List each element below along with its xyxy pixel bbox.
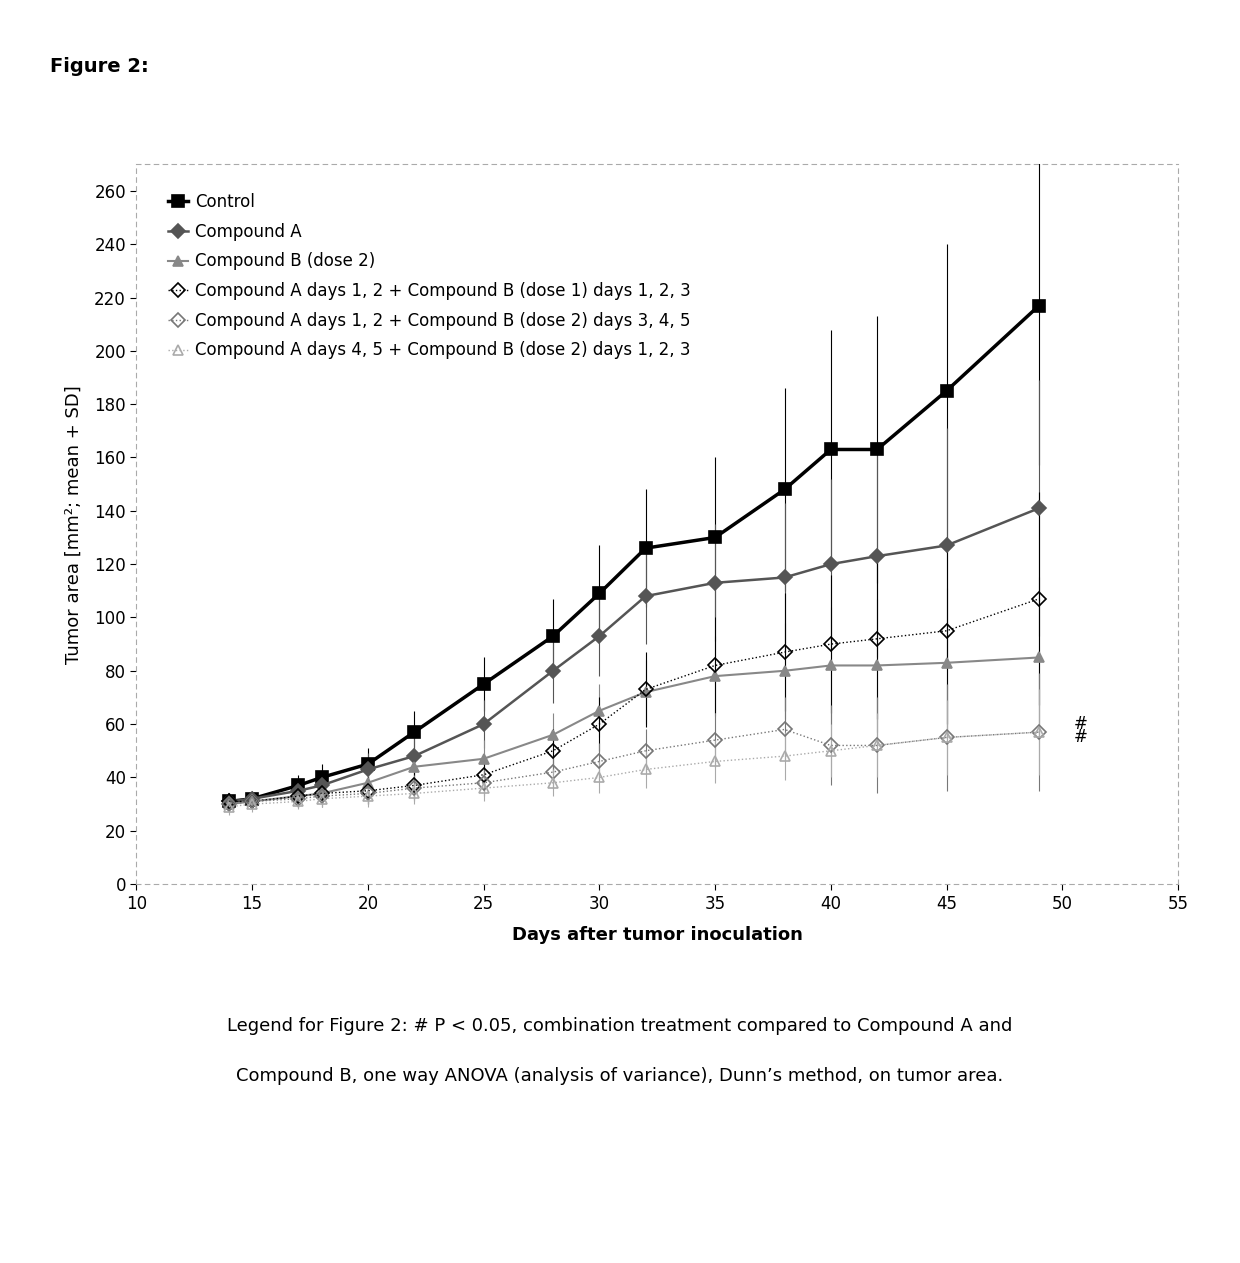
Text: #: # (1074, 715, 1087, 733)
Text: #: # (1074, 729, 1087, 746)
Text: Compound B, one way ANOVA (analysis of variance), Dunn’s method, on tumor area.: Compound B, one way ANOVA (analysis of v… (237, 1067, 1003, 1085)
Text: Legend for Figure 2: # P < 0.05, combination treatment compared to Compound A an: Legend for Figure 2: # P < 0.05, combina… (227, 1017, 1013, 1034)
Legend: Control, Compound A, Compound B (dose 2), Compound A days 1, 2 + Compound B (dos: Control, Compound A, Compound B (dose 2)… (155, 179, 704, 373)
Text: Figure 2:: Figure 2: (50, 57, 149, 76)
Y-axis label: Tumor area [mm²; mean + SD]: Tumor area [mm²; mean + SD] (66, 385, 83, 663)
X-axis label: Days after tumor inoculation: Days after tumor inoculation (512, 926, 802, 945)
